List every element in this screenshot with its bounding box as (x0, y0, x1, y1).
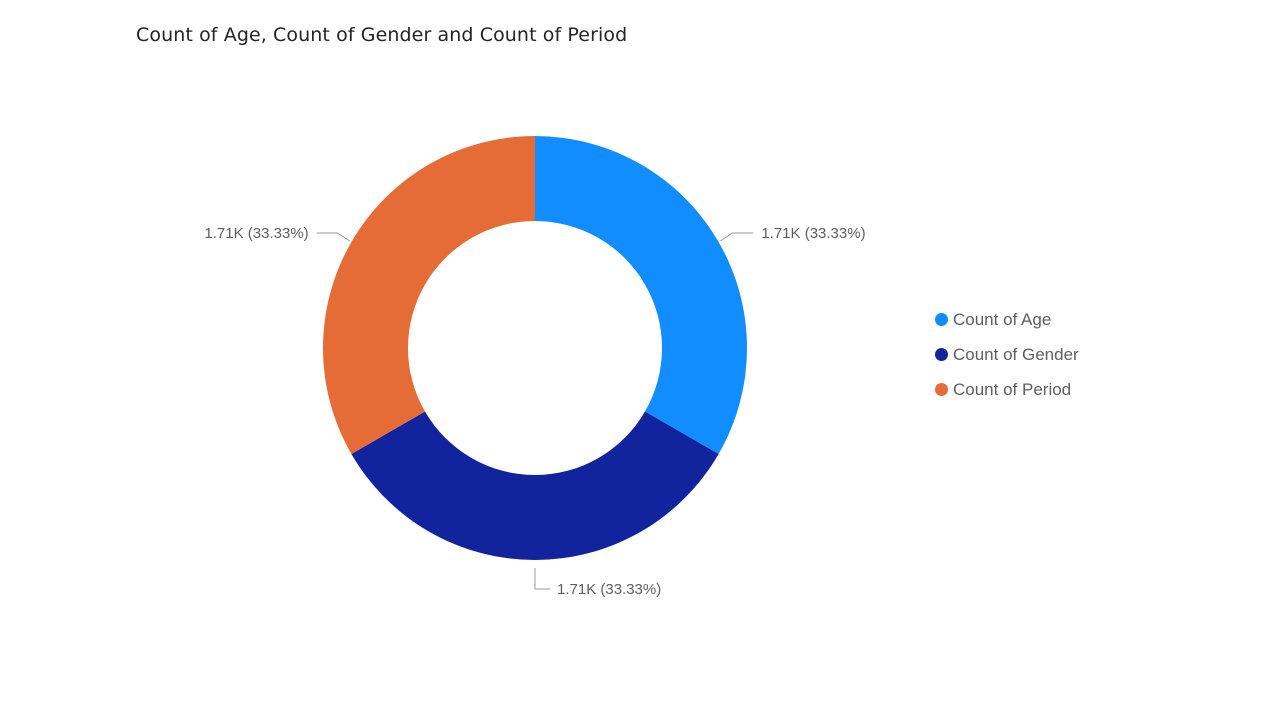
legend-item-count-of-gender[interactable]: Count of Gender (935, 337, 1079, 372)
legend-item-count-of-period[interactable]: Count of Period (935, 372, 1079, 407)
data-label-count-of-period: 1.71K (33.33%) (204, 225, 308, 242)
legend-item-count-of-age[interactable]: Count of Age (935, 302, 1079, 337)
legend-marker-count-of-age (935, 313, 948, 326)
legend-marker-count-of-gender (935, 348, 948, 361)
data-label-count-of-age: 1.71K (33.33%) (761, 225, 865, 242)
slice-count-of-period[interactable] (323, 136, 535, 454)
slice-count-of-age[interactable] (535, 136, 748, 454)
chart-title: Count of Age, Count of Gender and Count … (136, 24, 628, 46)
legend-label-count-of-age: Count of Age (953, 309, 1052, 329)
leader-line-count-of-gender (534, 568, 550, 590)
legend-label-count-of-period: Count of Period (953, 379, 1072, 399)
legend-marker-count-of-period (935, 383, 948, 396)
slice-count-of-gender[interactable] (351, 411, 719, 561)
leader-line-count-of-age (720, 232, 754, 242)
legend: Count of Age Count of Gender Count of Pe… (935, 302, 1079, 407)
leader-line-count-of-period (316, 232, 350, 242)
legend-label-count-of-gender: Count of Gender (953, 344, 1079, 364)
data-label-count-of-gender: 1.71K (33.33%) (557, 581, 661, 598)
